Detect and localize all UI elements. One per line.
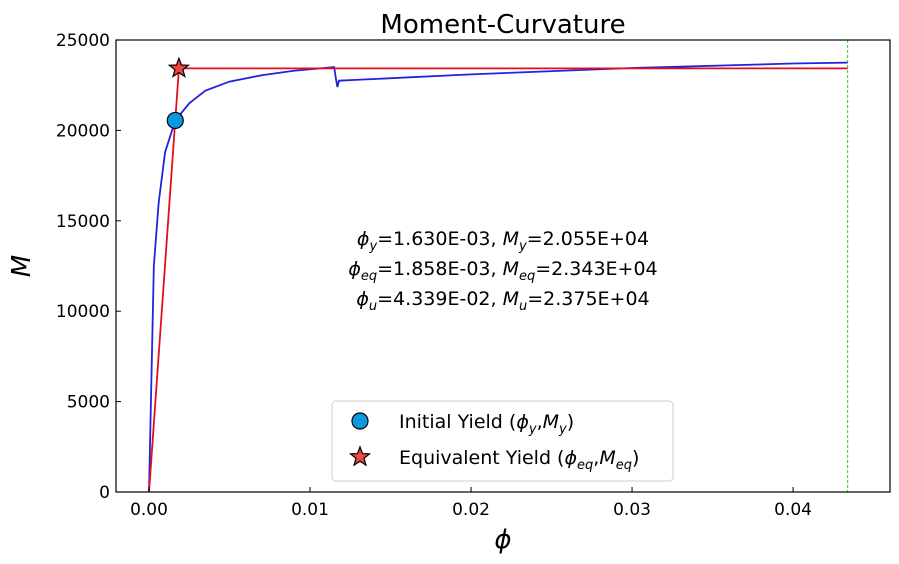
y-tick-label: 5000	[67, 393, 110, 413]
x-tick-label: 0.04	[774, 500, 812, 520]
x-axis-label: ϕ	[494, 525, 511, 555]
legend-label: Initial Yield (ϕy,My)	[399, 411, 574, 437]
legend-star-icon	[348, 445, 372, 467]
x-tick-label: 0.03	[613, 500, 651, 520]
annotation-line: ϕu=4.339E-02, Mu=2.375E+04	[356, 288, 649, 314]
legend-circle-icon	[351, 412, 369, 430]
x-tick-label: 0.02	[452, 500, 490, 520]
response-curve	[148, 61, 848, 493]
equivalent-yield-marker	[167, 56, 191, 78]
chart-title: Moment-Curvature	[380, 10, 625, 40]
y-tick-label: 10000	[56, 302, 110, 322]
y-tick-label: 25000	[56, 31, 110, 51]
legend-label: Equivalent Yield (ϕeq,Meq)	[399, 447, 639, 473]
axes-frame	[115, 39, 891, 493]
y-axis-label: M	[7, 255, 37, 277]
legend: Initial Yield (ϕy,My) Equivalent Yield (ϕ…	[331, 400, 674, 482]
legend-box	[331, 400, 674, 482]
y-tick-label: 20000	[56, 121, 110, 141]
initial-yield-marker	[166, 111, 184, 130]
annotation-line: ϕy=1.630E-03, My=2.055E+04	[357, 228, 649, 254]
y-tick-label: 15000	[56, 212, 110, 232]
annotation-line: ϕeq=1.858E-03, Meq=2.343E+04	[348, 258, 657, 284]
y-tick-label: 0	[99, 483, 110, 503]
x-tick-label: 0.00	[130, 500, 168, 520]
x-tick-label: 0.01	[291, 500, 329, 520]
